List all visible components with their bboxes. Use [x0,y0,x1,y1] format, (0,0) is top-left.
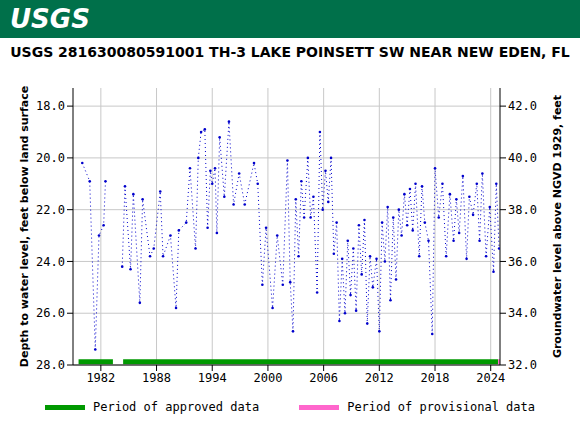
svg-text:22.0: 22.0 [36,203,65,217]
html-text:USGS: USGS [10,4,90,34]
svg-text:2006: 2006 [309,371,338,385]
svg-text:36.0: 36.0 [508,255,537,269]
svg-text:2012: 2012 [365,371,394,385]
html-text:USGS 281630080591001 TH-3 LAKE: USGS 281630080591001 TH-3 LAKE POINSETT … [10,44,570,60]
svg-text:34.0: 34.0 [508,306,537,320]
svg-text:42.0: 42.0 [508,99,537,113]
svg-text:2018: 2018 [421,371,450,385]
svg-text:26.0: 26.0 [36,306,65,320]
html-text:Period of provisional data: Period of provisional data [347,400,535,414]
svg-text:18.0: 18.0 [36,99,65,113]
html-text:Period of approved data: Period of approved data [93,400,260,414]
svg-text:2000: 2000 [253,371,282,385]
svg-text:1988: 1988 [142,371,171,385]
svg-text:38.0: 38.0 [508,203,537,217]
svg-text:1994: 1994 [198,371,227,385]
svg-text:Groundwater level above NGVD 1: Groundwater level above NGVD 1929, feet [551,95,564,358]
svg-text:28.0: 28.0 [36,358,65,372]
svg-text:2024: 2024 [476,371,505,385]
svg-text:20.0: 20.0 [36,151,65,165]
svg-text:Depth to water level, feet bel: Depth to water level, feet below land su… [18,86,31,367]
svg-text:40.0: 40.0 [508,151,537,165]
svg-text:24.0: 24.0 [36,255,65,269]
svg-text:32.0: 32.0 [508,358,537,372]
svg-text:1982: 1982 [86,371,115,385]
